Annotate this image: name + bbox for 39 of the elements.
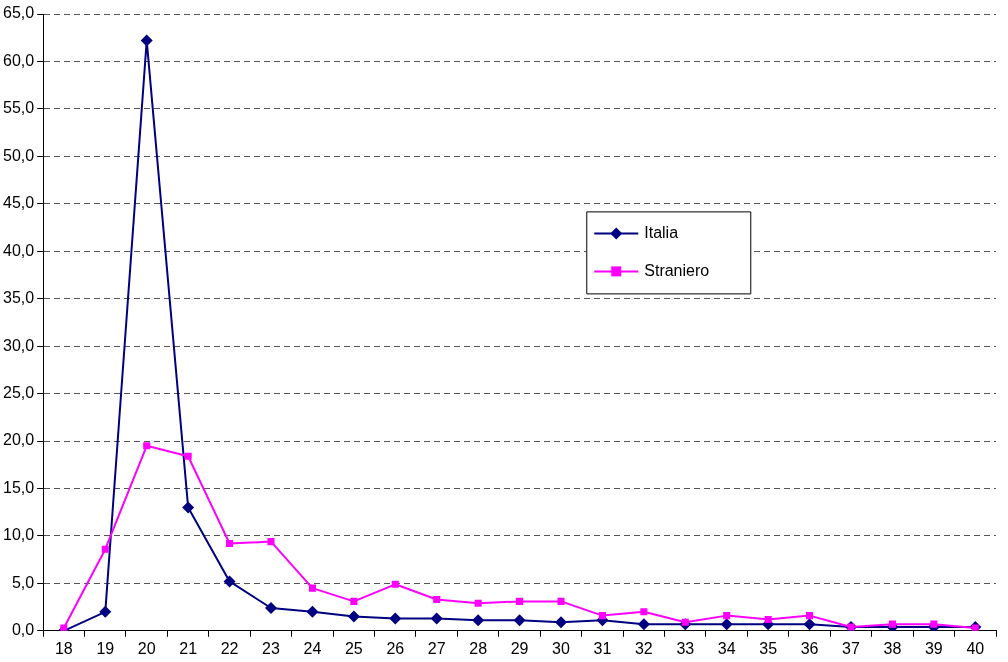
x-tick-label: 24 [303, 639, 322, 657]
x-tick-label: 40 [966, 639, 985, 657]
y-tick-label: 20,0 [3, 431, 35, 449]
x-tick-label: 37 [842, 639, 860, 657]
x-tick-label: 23 [262, 639, 280, 657]
y-tick-label: 0,0 [11, 621, 35, 639]
x-tick-label: 27 [427, 639, 446, 657]
x-tick-label: 38 [883, 639, 902, 657]
x-tick-label: 33 [676, 639, 695, 657]
legend-label: Italia [644, 223, 679, 241]
y-tick-label: 45,0 [3, 194, 35, 212]
y-tick-label: 25,0 [3, 383, 35, 401]
y-tick-label: 65,0 [3, 4, 35, 22]
y-tick-label: 30,0 [3, 336, 35, 354]
x-tick-label: 25 [344, 639, 363, 657]
y-tick-label: 55,0 [3, 99, 35, 117]
y-tick-label: 5,0 [11, 573, 35, 591]
y-tick-label: 50,0 [3, 146, 35, 164]
x-tick-label: 21 [179, 639, 198, 657]
x-tick-label: 31 [593, 639, 612, 657]
x-tick-label: 39 [924, 639, 943, 657]
y-tick-label: 15,0 [3, 478, 35, 496]
x-tick-label: 28 [469, 639, 488, 657]
x-tick-label: 30 [552, 639, 570, 657]
legend-label: Straniero [644, 261, 710, 279]
y-tick-label: 35,0 [3, 289, 35, 307]
x-tick-label: 20 [137, 639, 156, 657]
x-tick-label: 22 [220, 639, 239, 657]
y-tick-label: 40,0 [3, 241, 35, 259]
x-tick-label: 35 [759, 639, 778, 657]
x-tick-label: 32 [634, 639, 653, 657]
y-tick-label: 60,0 [3, 51, 35, 69]
x-tick-label: 19 [96, 639, 115, 657]
x-tick-label: 36 [800, 639, 819, 657]
x-tick-label: 18 [54, 639, 73, 657]
x-tick-label: 26 [386, 639, 405, 657]
x-tick-label: 29 [510, 639, 529, 657]
x-tick-label: 34 [717, 639, 736, 657]
y-tick-label: 10,0 [3, 526, 35, 544]
